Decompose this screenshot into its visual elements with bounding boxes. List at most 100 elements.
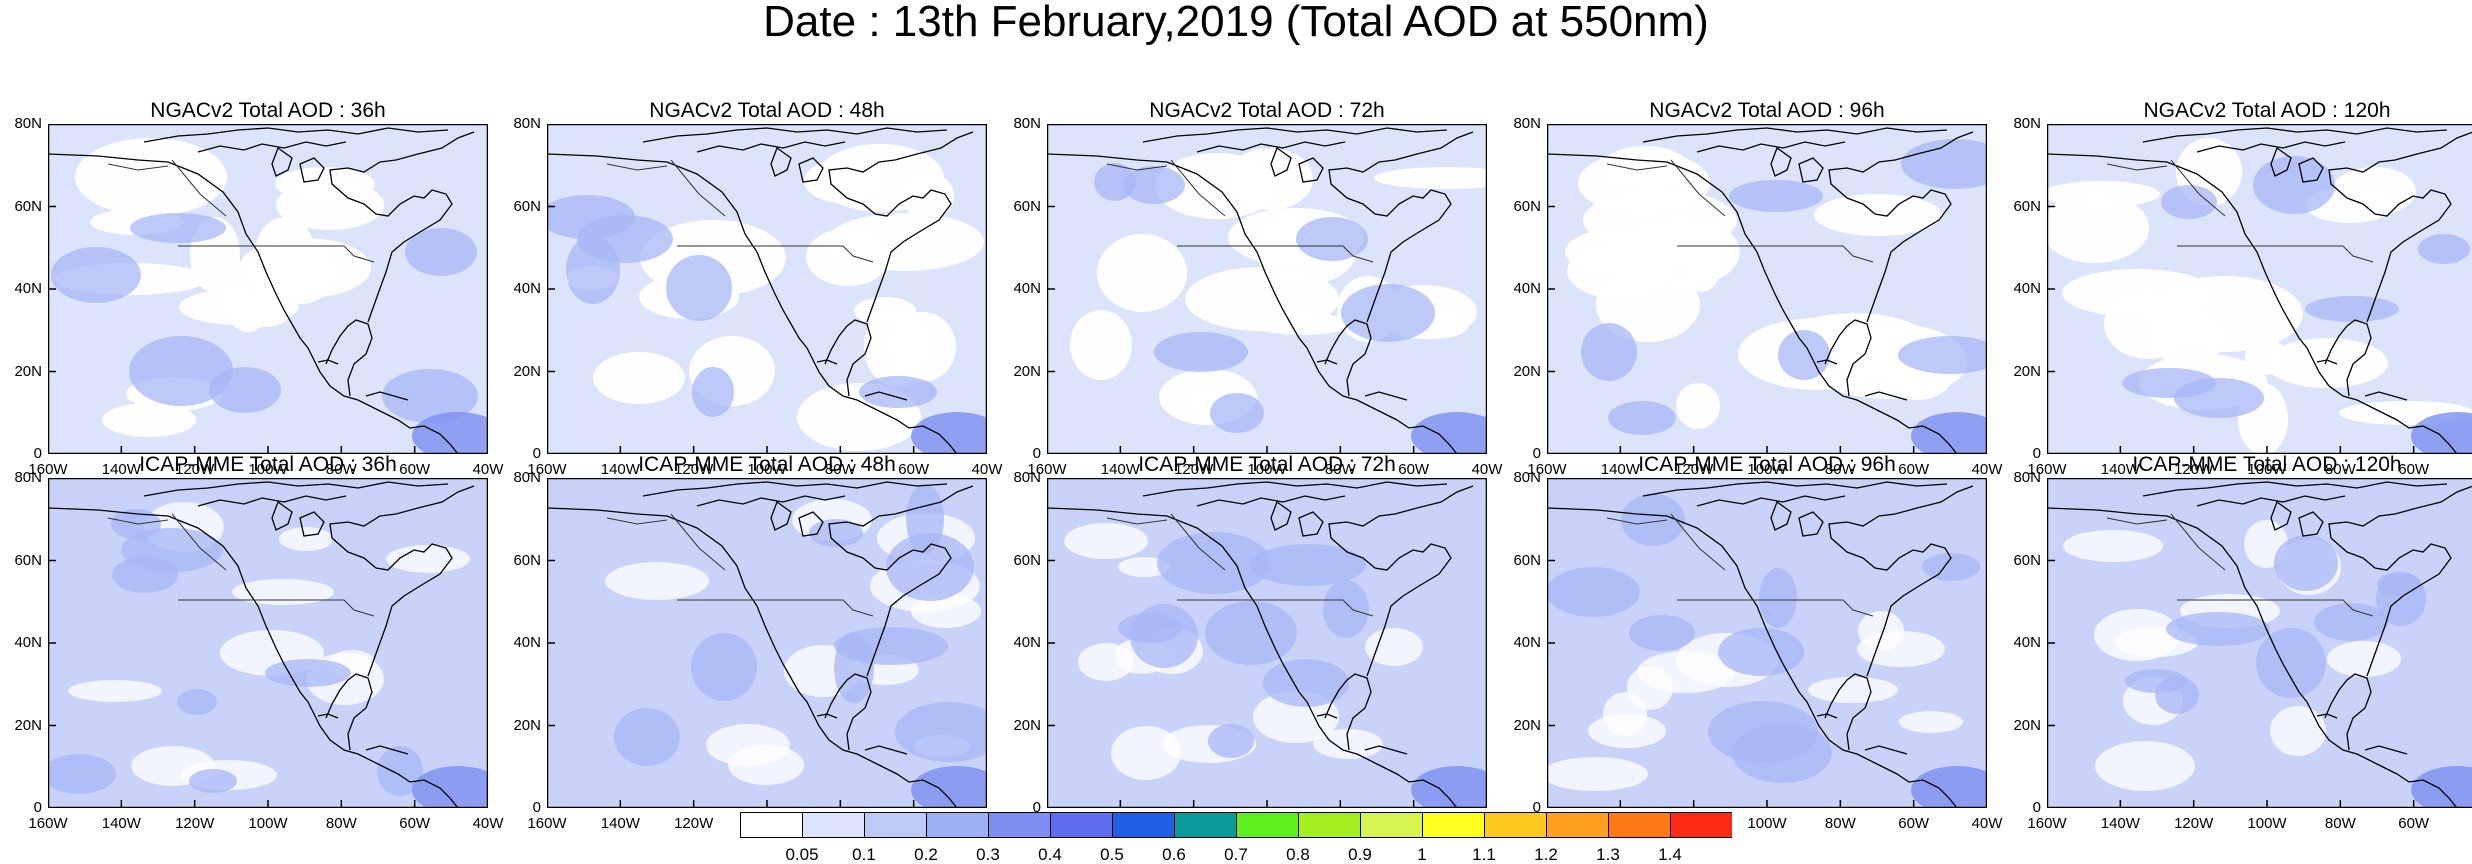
panel-title: ICAP-MME Total AOD : 72h	[1047, 454, 1487, 475]
lat-tick-label: 40N	[1003, 281, 1041, 296]
colorbar-swatch	[803, 813, 865, 838]
lat-tick-label: 20N	[503, 364, 541, 379]
panel-title: ICAP-MME Total AOD : 36h	[48, 454, 488, 475]
colorbar-swatch	[1423, 813, 1485, 838]
aod-map	[48, 124, 488, 454]
lon-tick-label: 160W	[20, 816, 76, 831]
lat-tick-label: 0	[503, 446, 541, 461]
moderate-aod-patch	[1296, 217, 1368, 261]
colorbar-swatch	[1361, 813, 1423, 838]
low-aod-patch	[239, 238, 371, 298]
lat-tick-label: 40N	[4, 635, 42, 650]
moderate-aod-patch	[1208, 724, 1254, 758]
low-aod-patch	[2095, 741, 2195, 791]
low-aod-patch	[1600, 146, 1690, 190]
low-aod-patch	[2063, 530, 2163, 562]
lat-tick-label: 60N	[4, 553, 42, 568]
lat-tick-label: 80N	[4, 470, 42, 485]
low-aod-patch	[706, 724, 790, 766]
moderate-aod-patch	[129, 336, 233, 406]
lat-tick-label: 20N	[4, 718, 42, 733]
lat-tick-label: 40N	[4, 281, 42, 296]
lat-tick-label: 80N	[1503, 116, 1541, 131]
moderate-aod-patch	[1708, 701, 1818, 763]
colorbar-label: 0.05	[777, 846, 827, 863]
lon-tick-label: 60W	[387, 816, 443, 831]
low-aod-patch	[1899, 711, 1963, 733]
moderate-aod-patch	[859, 376, 937, 408]
moderate-aod-patch	[1718, 628, 1804, 676]
low-aod-patch	[2266, 338, 2388, 388]
low-aod-patch	[2270, 706, 2326, 756]
lat-tick-label: 20N	[1003, 364, 1041, 379]
colorbar-swatch	[1051, 813, 1113, 838]
aod-map	[1547, 478, 1987, 808]
lat-tick-label: 60N	[4, 199, 42, 214]
map-panel: ICAP-MME Total AOD : 96h80N60N40N20N0160…	[1547, 478, 1987, 808]
lat-tick-label: 80N	[2003, 116, 2041, 131]
lon-tick-label: 80W	[2312, 816, 2368, 831]
moderate-aod-patch	[1778, 330, 1830, 380]
colorbar-label: 0.9	[1335, 846, 1385, 863]
lon-tick-label: 120W	[2166, 816, 2222, 831]
moderate-aod-patch	[1210, 393, 1264, 433]
colorbar-swatch	[741, 813, 803, 838]
lat-tick-label: 60N	[1003, 553, 1041, 568]
lat-tick-label: 0	[1003, 446, 1041, 461]
panel-title: NGACv2 Total AOD : 36h	[48, 100, 488, 121]
moderate-aod-patch	[1205, 601, 1297, 665]
moderate-aod-patch	[189, 769, 237, 793]
lat-tick-label: 60N	[1003, 199, 1041, 214]
panel-title: ICAP-MME Total AOD : 48h	[547, 454, 987, 475]
low-aod-patch	[1064, 523, 1148, 559]
lat-tick-label: 80N	[503, 470, 541, 485]
moderate-aod-patch	[265, 659, 351, 687]
colorbar-swatch	[1299, 813, 1361, 838]
lat-tick-label: 80N	[1503, 470, 1541, 485]
low-aod-patch	[2094, 609, 2180, 661]
low-aod-patch	[605, 562, 709, 600]
moderate-aod-patch	[691, 633, 757, 701]
moderate-aod-patch	[2253, 156, 2335, 214]
lat-tick-label: 0	[2003, 446, 2041, 461]
colorbar-swatch	[1485, 813, 1547, 838]
low-aod-patch	[68, 680, 162, 702]
lat-tick-label: 0	[503, 800, 541, 815]
low-aod-patch	[864, 307, 930, 387]
lat-tick-label: 60N	[503, 199, 541, 214]
moderate-aod-patch	[2305, 296, 2399, 322]
lat-tick-label: 80N	[1003, 470, 1041, 485]
low-aod-patch	[1808, 677, 1898, 703]
lat-tick-label: 0	[2003, 800, 2041, 815]
colorbar-label: 0.3	[963, 846, 1013, 863]
figure-title: Date : 13th February,2019 (Total AOD at …	[0, 0, 2472, 44]
low-aod-patch	[1565, 227, 1687, 277]
low-aod-patch	[1857, 631, 1945, 667]
panel-title: ICAP-MME Total AOD : 96h	[1547, 454, 1987, 475]
lat-tick-label: 60N	[2003, 199, 2041, 214]
lat-tick-label: 40N	[1003, 635, 1041, 650]
low-aod-patch	[1676, 383, 1720, 429]
lat-tick-label: 60N	[2003, 553, 2041, 568]
lon-tick-label: 80W	[1812, 816, 1868, 831]
lon-tick-label: 120W	[666, 816, 722, 831]
lon-tick-label: 100W	[2239, 816, 2295, 831]
low-aod-patch	[1070, 310, 1132, 380]
colorbar-label: 1.2	[1521, 846, 1571, 863]
moderate-aod-patch	[1130, 604, 1198, 668]
moderate-aod-patch	[1154, 332, 1248, 372]
colorbar-label: 0.5	[1087, 846, 1137, 863]
lon-tick-label: 40W	[460, 816, 516, 831]
low-aod-patch	[2327, 641, 2401, 677]
colorbar-swatch	[927, 813, 989, 838]
colorbar-label: 0.7	[1211, 846, 1261, 863]
lon-tick-label: 140W	[2092, 816, 2148, 831]
colorbar-swatch	[1175, 813, 1237, 838]
moderate-aod-patch	[1581, 323, 1637, 381]
lat-tick-label: 40N	[1503, 635, 1541, 650]
aod-colorbar	[740, 812, 1732, 838]
low-aod-patch	[2104, 289, 2192, 359]
lon-tick-label: 140W	[592, 816, 648, 831]
moderate-aod-patch	[2166, 612, 2270, 646]
